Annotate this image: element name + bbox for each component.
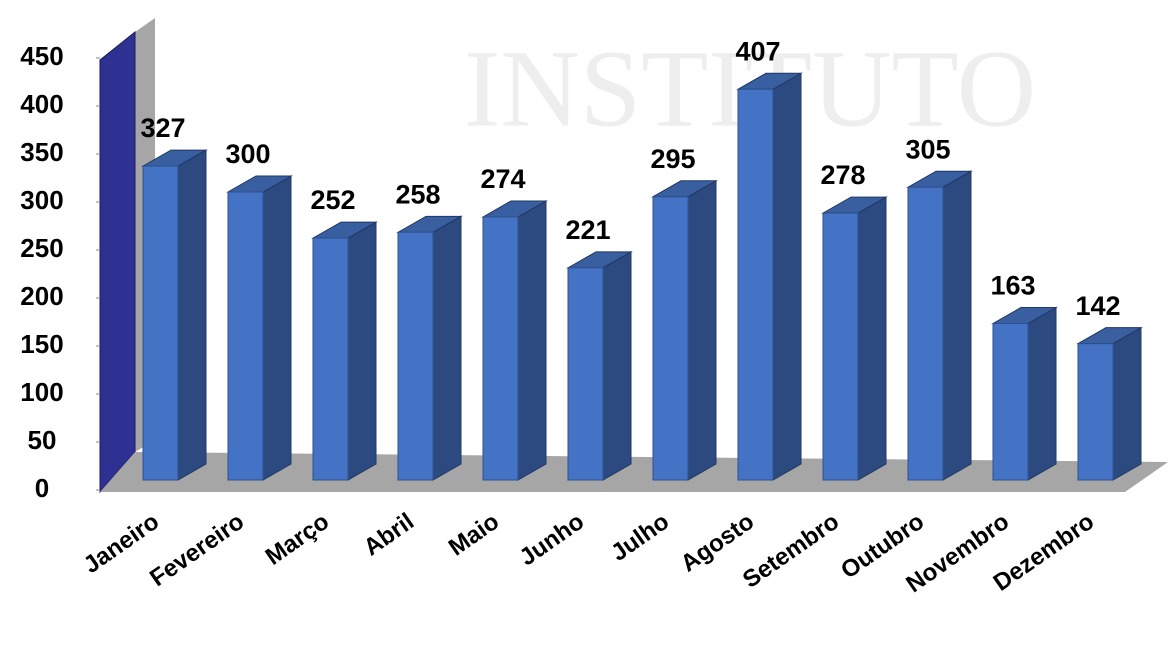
x-tick-label: Setembro — [738, 508, 844, 594]
bar — [991, 306, 1058, 481]
y-tick-label: 350 — [20, 137, 63, 167]
bar-side — [1112, 326, 1142, 481]
bar-front — [652, 196, 689, 481]
bar-front — [567, 267, 604, 481]
data-label: 142 — [1075, 291, 1120, 321]
bar-front — [482, 216, 519, 481]
bar-side — [1027, 306, 1057, 481]
data-label: 163 — [990, 271, 1035, 301]
bar-side — [177, 149, 207, 481]
bar — [1076, 326, 1143, 481]
y-tick-label: 250 — [20, 233, 63, 263]
x-tick-label: Maio — [444, 508, 504, 561]
bar — [566, 250, 633, 481]
bar — [311, 221, 378, 481]
y-tick-label: 150 — [20, 329, 63, 359]
back-wall — [99, 30, 136, 494]
bar-side — [517, 200, 547, 481]
y-tick-label: 450 — [20, 41, 63, 71]
bar-side — [687, 179, 717, 481]
bar-side — [262, 175, 292, 481]
bar-front — [907, 186, 944, 481]
bar — [226, 175, 293, 481]
y-tick-label: 100 — [20, 377, 63, 407]
bar — [906, 170, 973, 481]
data-label: 407 — [735, 36, 780, 66]
bar-front — [737, 88, 774, 481]
data-label: 300 — [225, 139, 270, 169]
data-label: 327 — [140, 113, 185, 143]
y-tick-label: 300 — [20, 185, 63, 215]
bar-front — [822, 212, 859, 481]
bar-side — [432, 215, 462, 481]
y-tick-label: 0 — [35, 473, 49, 503]
bar — [396, 215, 463, 481]
data-label: 278 — [820, 160, 865, 190]
y-tick-label: 50 — [28, 425, 57, 455]
bar-front — [1077, 343, 1114, 481]
data-label: 295 — [650, 144, 695, 174]
y-tick-label: 200 — [20, 281, 63, 311]
bar-side — [942, 170, 972, 481]
bar-front — [142, 165, 179, 481]
bar-front — [397, 231, 434, 481]
bar — [651, 179, 718, 481]
data-label: 221 — [565, 215, 610, 245]
bar-side — [772, 72, 802, 481]
x-tick-label: Fevereiro — [145, 508, 249, 592]
data-label: 258 — [395, 179, 440, 209]
bar-side — [857, 196, 887, 481]
bar — [481, 200, 548, 481]
bar — [141, 149, 208, 481]
x-tick-label: Julho — [606, 508, 674, 567]
data-label: 252 — [310, 185, 355, 215]
bar-front — [227, 191, 264, 481]
bar-front — [312, 237, 349, 481]
bar-side — [347, 221, 377, 481]
data-label: 305 — [905, 134, 950, 164]
x-tick-label: Abril — [359, 508, 419, 561]
bar-side — [602, 250, 632, 481]
bar — [736, 72, 803, 481]
x-tick-label: Março — [261, 508, 334, 571]
bar — [821, 196, 888, 481]
data-label: 274 — [480, 164, 525, 194]
x-tick-label: Junho — [515, 508, 589, 571]
bar-front — [992, 323, 1029, 481]
y-tick-label: 400 — [20, 89, 63, 119]
